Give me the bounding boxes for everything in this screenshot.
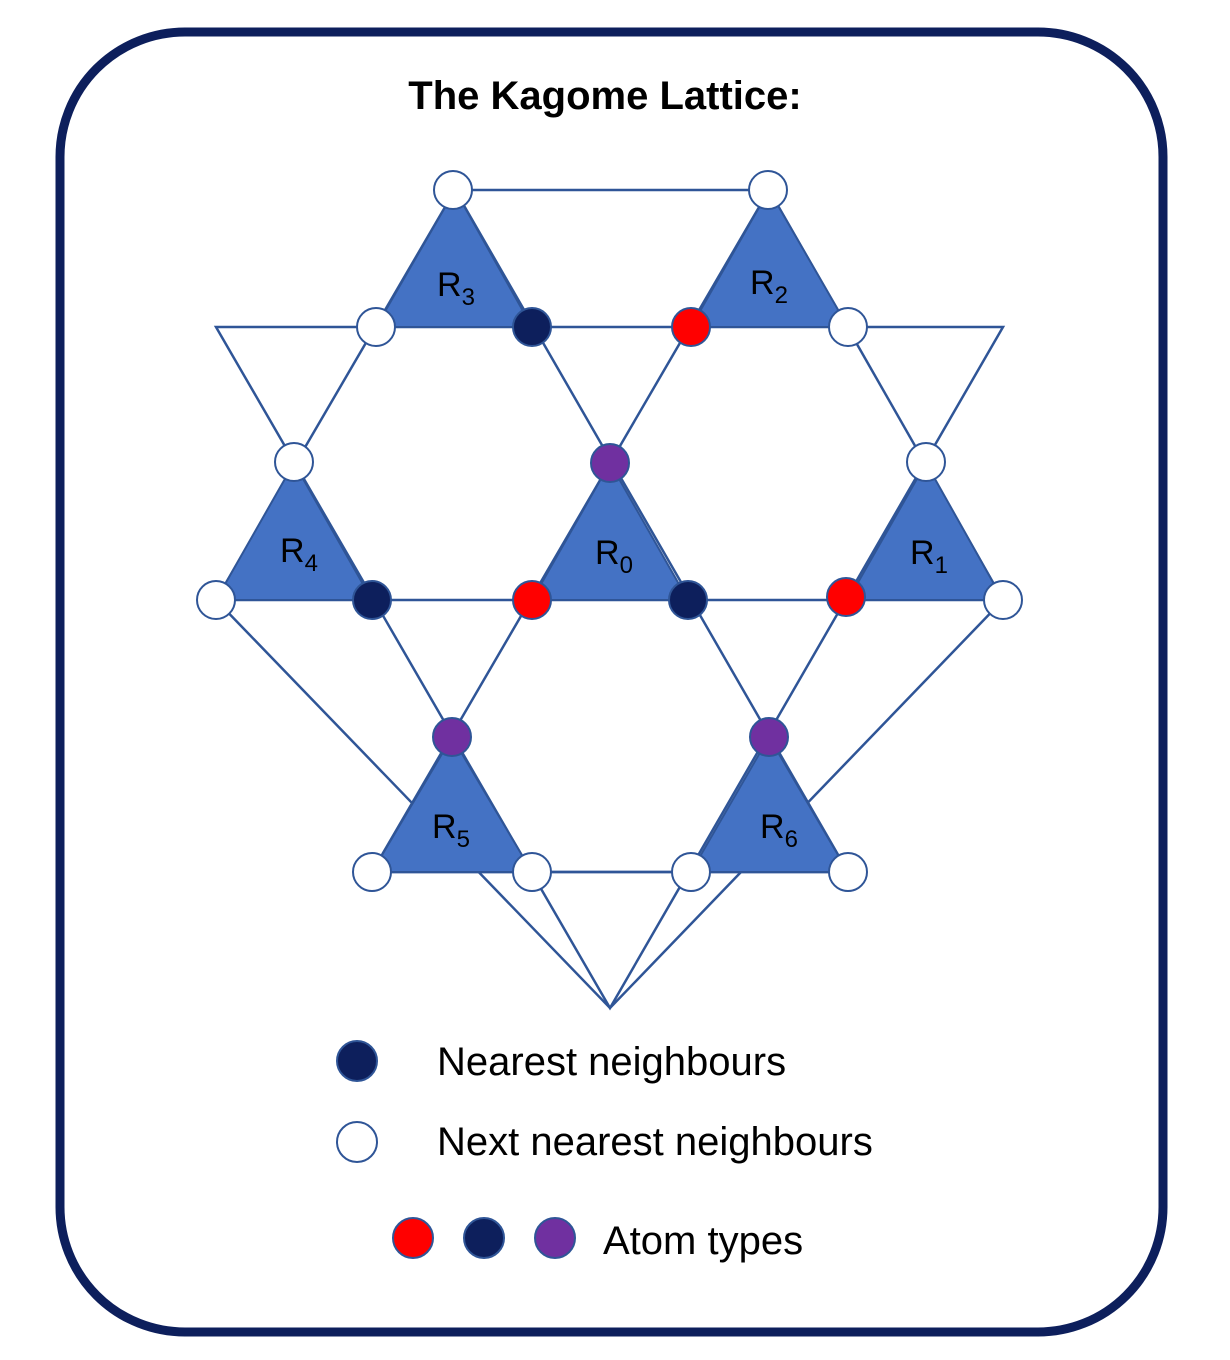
- label-r2: R2: [750, 264, 788, 309]
- atom-sites: [352, 307, 866, 757]
- lattice-triangles: [214, 187, 1005, 873]
- nnn-site-r4-top: [274, 442, 314, 482]
- legend-nearest-icon: [336, 1040, 378, 1082]
- nnn-site-r2-right: [828, 307, 868, 347]
- triangle-r1: [846, 460, 1005, 601]
- atom-navy-r3: [512, 307, 552, 347]
- label-r1: R1: [910, 534, 948, 579]
- legend-atom-types-label: Atom types: [603, 1219, 803, 1263]
- label-r6: R6: [760, 808, 798, 853]
- nnn-site-r5-left: [352, 852, 392, 892]
- figure-frame: [55, 27, 1168, 1337]
- figure-title: The Kagome Lattice:: [408, 74, 801, 118]
- big-down-triangle: [213, 325, 1006, 1011]
- legend-next-nearest-icon: [336, 1121, 378, 1163]
- nnn-site-r1-top: [906, 442, 946, 482]
- nnn-site-r4-left: [196, 580, 236, 620]
- legend-atom-purple-icon: [534, 1217, 576, 1259]
- nnn-site-top-right: [748, 170, 788, 210]
- atom-red-r1: [826, 577, 866, 617]
- atom-navy-r0: [668, 580, 708, 620]
- triangle-labels: R0 R1 R2 R3 R4 R5 R6: [280, 264, 948, 853]
- legend-atom-navy-icon: [463, 1217, 505, 1259]
- triangle-r0: [530, 460, 690, 601]
- legend-next-nearest-label: Next nearest neighbours: [437, 1120, 873, 1164]
- nnn-site-r3-left: [356, 307, 396, 347]
- atom-red-r2: [671, 307, 711, 347]
- nnn-site-r1-right: [983, 580, 1023, 620]
- label-r0: R0: [595, 534, 633, 579]
- label-r4: R4: [280, 532, 318, 577]
- triangle-r5: [370, 735, 534, 873]
- nnn-site-r6-left: [671, 852, 711, 892]
- legend: Nearest neighbours Next nearest neighbou…: [336, 1040, 873, 1263]
- nnn-site-top-left: [433, 170, 473, 210]
- atom-navy-r4: [352, 580, 392, 620]
- triangle-r4: [214, 460, 374, 601]
- legend-nearest-label: Nearest neighbours: [437, 1040, 786, 1084]
- atom-purple-r6: [749, 717, 789, 757]
- nnn-site-r5-right: [512, 852, 552, 892]
- atom-red-r0: [512, 580, 552, 620]
- atom-purple-r5: [432, 717, 472, 757]
- triangle-r6: [689, 735, 850, 873]
- legend-atom-red-icon: [392, 1217, 434, 1259]
- nnn-site-r6-right: [828, 852, 868, 892]
- label-r5: R5: [432, 808, 470, 853]
- label-r3: R3: [437, 266, 475, 311]
- next-nearest-sites: [196, 170, 1023, 892]
- triangle-r3: [374, 187, 534, 328]
- atom-purple-r0-top: [590, 443, 630, 483]
- triangle-r2: [689, 187, 850, 328]
